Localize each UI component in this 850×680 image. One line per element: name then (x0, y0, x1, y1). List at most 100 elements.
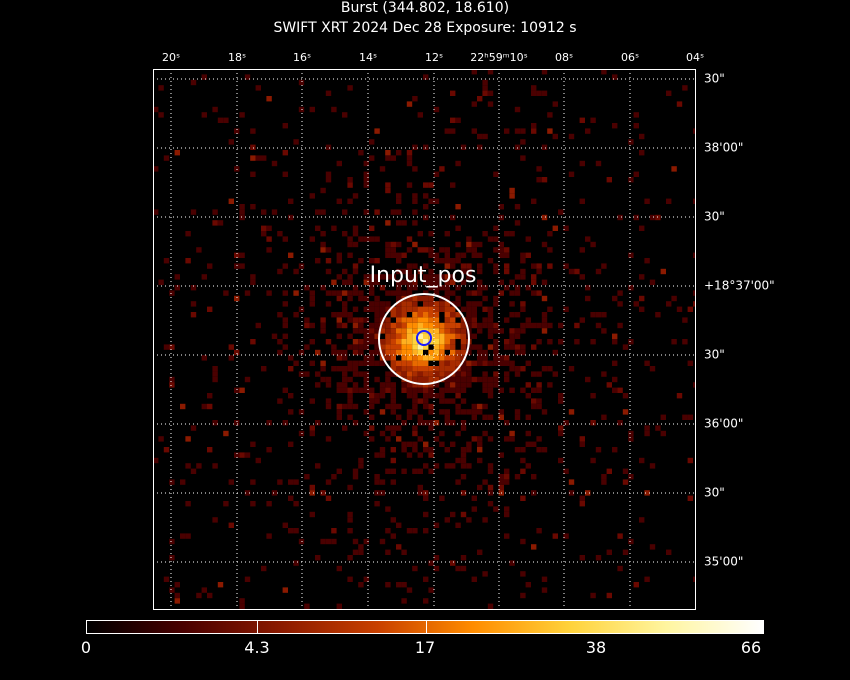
xray-image[interactable]: Input_pos (153, 69, 696, 610)
image-pixel (169, 382, 175, 388)
image-pixel (374, 258, 380, 264)
image-pixel (574, 339, 580, 345)
psf-region-circle[interactable] (416, 330, 432, 346)
image-pixel (460, 452, 467, 458)
image-pixel (401, 420, 407, 426)
image-pixel (320, 187, 326, 194)
image-pixel (439, 387, 445, 393)
image-pixel (352, 387, 359, 393)
image-pixel (509, 187, 515, 194)
image-pixel (460, 306, 467, 312)
image-pixel (687, 457, 693, 464)
image-pixel (633, 112, 639, 118)
image-pixel (385, 317, 391, 323)
image-pixel (682, 85, 688, 91)
image-pixel (520, 387, 526, 393)
image-pixel (390, 382, 396, 388)
image-pixel (433, 328, 440, 334)
image-pixel (385, 306, 391, 312)
image-pixel (234, 349, 240, 356)
image-pixel (282, 263, 288, 269)
image-pixel (412, 193, 418, 199)
image-pixel (547, 339, 553, 345)
image-pixel (482, 479, 488, 485)
image-pixel (433, 355, 440, 361)
image-pixel (455, 225, 461, 231)
image-pixel (406, 155, 413, 161)
image-pixel (628, 430, 634, 437)
image-pixel (450, 328, 456, 334)
image-pixel (509, 193, 515, 199)
image-pixel (336, 565, 342, 572)
image-pixel (444, 312, 450, 318)
image-pixel (509, 360, 515, 366)
image-pixel (396, 290, 402, 296)
image-pixel (369, 290, 375, 296)
image-pixel (444, 279, 450, 285)
image-pixel (612, 123, 618, 129)
image-pixel (466, 317, 472, 323)
image-pixel (406, 328, 413, 334)
source-region-circle[interactable] (378, 293, 470, 385)
image-pixel (504, 247, 510, 253)
image-pixel (390, 479, 396, 485)
image-pixel (482, 571, 488, 577)
image-pixel (514, 204, 521, 210)
image-pixel (558, 430, 564, 437)
image-pixel (244, 74, 251, 80)
image-pixel (352, 193, 359, 199)
image-pixel (493, 236, 499, 242)
image-pixel (158, 279, 164, 285)
image-pixel (396, 150, 402, 156)
image-pixel (477, 457, 483, 464)
image-pixel (369, 393, 375, 399)
image-pixel (331, 344, 337, 350)
image-pixel (450, 339, 456, 345)
image-pixel (563, 263, 569, 269)
image-pixel (374, 328, 380, 334)
image-pixel (676, 306, 683, 312)
image-pixel (342, 387, 348, 393)
image-pixel (531, 387, 537, 393)
image-pixel (336, 252, 342, 258)
image-pixel (266, 225, 272, 231)
image-pixel (412, 198, 418, 204)
image-pixel (622, 409, 629, 415)
image-pixel (487, 468, 494, 474)
image-pixel (342, 268, 348, 275)
image-pixel (525, 463, 531, 469)
image-pixel (493, 349, 499, 356)
image-pixel (325, 90, 332, 96)
image-pixel (298, 371, 305, 377)
image-pixel (320, 317, 326, 323)
image-pixel (417, 328, 423, 334)
image-pixel (406, 376, 413, 383)
image-pixel (369, 328, 375, 334)
image-pixel (401, 447, 407, 453)
image-pixel (347, 484, 353, 491)
image-pixel (428, 301, 434, 307)
xray-image-panel[interactable]: Input_pos (153, 69, 696, 610)
image-pixel (234, 263, 240, 269)
image-pixel (433, 436, 440, 442)
image-pixel (466, 322, 472, 329)
image-pixel (585, 236, 591, 242)
image-pixel (558, 393, 564, 399)
image-pixel (282, 344, 288, 350)
image-pixel (336, 160, 342, 167)
image-pixel (428, 182, 434, 188)
image-pixel (450, 214, 456, 221)
image-pixel (455, 241, 461, 248)
image-pixel (568, 171, 575, 177)
image-pixel (374, 274, 380, 280)
image-pixel (433, 382, 440, 388)
image-pixel (514, 328, 521, 334)
image-pixel (325, 171, 332, 177)
image-pixel (439, 285, 445, 291)
image-pixel (352, 403, 359, 410)
image-pixel (288, 495, 294, 501)
image-pixel (482, 133, 488, 140)
image-pixel (336, 312, 342, 318)
image-pixel (293, 312, 299, 318)
image-pixel (347, 317, 353, 323)
